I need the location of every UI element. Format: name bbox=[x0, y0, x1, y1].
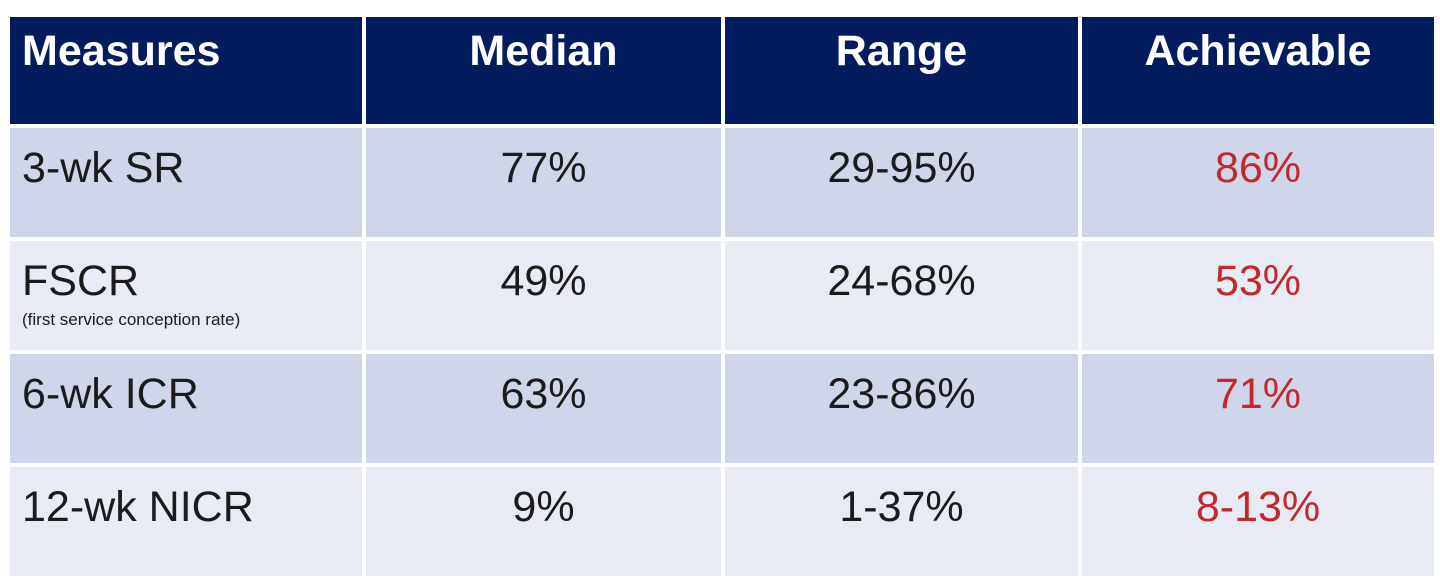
measure-label: 12-wk NICR bbox=[22, 483, 254, 531]
median-cell: 63% bbox=[362, 350, 725, 467]
achievable-cell: 86% bbox=[1078, 124, 1438, 241]
median-cell: 77% bbox=[362, 124, 725, 241]
range-cell: 24-68% bbox=[721, 237, 1082, 354]
range-cell: 23-86% bbox=[721, 350, 1082, 467]
table-row: 12-wk NICR 9% 1-37% 8-13% bbox=[6, 463, 1438, 580]
measure-cell: FSCR (first service conception rate) bbox=[6, 237, 366, 354]
measure-sublabel: (first service conception rate) bbox=[22, 310, 241, 329]
measure-label: 6-wk ICR bbox=[22, 370, 199, 418]
achievable-cell: 8-13% bbox=[1078, 463, 1438, 580]
header-median: Median bbox=[362, 13, 725, 128]
header-measures: Measures bbox=[6, 13, 366, 128]
range-cell: 29-95% bbox=[721, 124, 1082, 241]
measure-cell: 6-wk ICR bbox=[6, 350, 366, 467]
table-row: 3-wk SR 77% 29-95% 86% bbox=[6, 124, 1438, 241]
measures-table: Measures Median Range Achievable 3-wk SR… bbox=[6, 13, 1438, 580]
header-range: Range bbox=[721, 13, 1082, 128]
measure-cell: 12-wk NICR bbox=[6, 463, 366, 580]
measure-cell: 3-wk SR bbox=[6, 124, 366, 241]
table-row: 6-wk ICR 63% 23-86% 71% bbox=[6, 350, 1438, 467]
measure-label: 3-wk SR bbox=[22, 144, 185, 192]
table-row: FSCR (first service conception rate) 49%… bbox=[6, 237, 1438, 354]
median-cell: 9% bbox=[362, 463, 725, 580]
achievable-cell: 71% bbox=[1078, 350, 1438, 467]
median-cell: 49% bbox=[362, 237, 725, 354]
range-cell: 1-37% bbox=[721, 463, 1082, 580]
achievable-cell: 53% bbox=[1078, 237, 1438, 354]
table-header-row: Measures Median Range Achievable bbox=[6, 13, 1438, 128]
header-achievable: Achievable bbox=[1078, 13, 1438, 128]
measure-label: FSCR bbox=[22, 257, 140, 305]
measures-table-container: Measures Median Range Achievable 3-wk SR… bbox=[6, 13, 1438, 580]
